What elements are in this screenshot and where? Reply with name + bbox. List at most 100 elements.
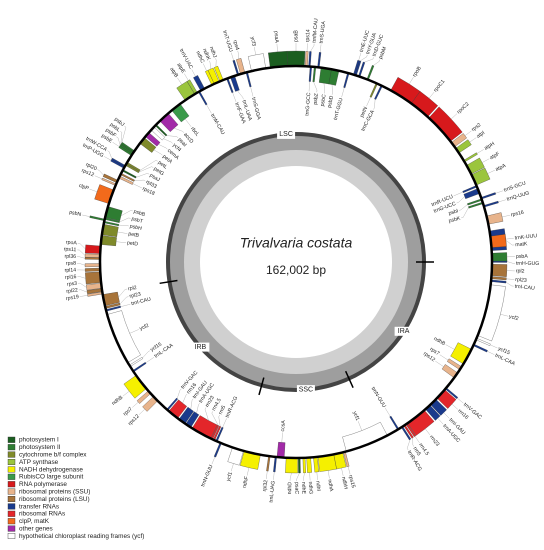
gene-label: rpl22 [66,287,78,294]
label-leader [222,418,227,428]
gene [473,343,488,353]
gene-label: rpoC2 [456,101,471,115]
legend-label: clpP, matK [19,518,50,525]
gene-label: psbB [133,209,147,218]
label-leader [97,169,104,176]
gene-label: ndhB [433,336,447,347]
label-leader [363,57,374,63]
gene-label: ycf3 [249,36,257,47]
label-leader [246,467,250,476]
gene [308,51,312,67]
label-leader [237,90,244,100]
gene-label: rbcL [189,126,200,138]
gene-label: atpA [495,163,508,173]
gene-label: trnH-GUG [516,261,539,267]
label-leader [116,136,121,146]
gene-label: rpl36 [64,254,76,260]
label-leader [163,138,173,144]
regions: LSC IRB SSC IRA [159,129,434,396]
label-leader [77,249,86,256]
gene [198,91,208,106]
label-leader [77,276,86,279]
label-leader [487,170,495,174]
gene-label: rrn23 [428,434,440,447]
label-leader [482,158,490,163]
label-leader [459,204,468,211]
gene-label: rpl16 [65,274,77,281]
label-leader [177,388,182,399]
gene [84,253,101,258]
gene-label: atpH [483,141,496,152]
gene [100,235,117,247]
label-leader [373,99,376,110]
gene-label: trnR-ACG [225,396,240,419]
gene [313,456,320,473]
gene [302,457,306,474]
label-leader [266,471,268,479]
label-leader [506,261,515,264]
label-leader [498,199,507,203]
gene [84,267,101,272]
gene-label: rps15 [347,475,356,489]
gene [266,455,271,472]
label-leader [231,463,234,472]
gene-label: rps3 [67,281,78,288]
label-leader [273,471,275,480]
label-leader [112,142,120,147]
label-leader [138,166,154,173]
label-leader [184,73,189,81]
label-leader [211,411,219,426]
gene-label: trnL-UAG [268,481,276,503]
label-leader [196,403,200,414]
label-leader [347,466,351,475]
label-leader [254,46,256,55]
legend-swatch [7,496,16,503]
label-leader [451,403,458,410]
region-label: LSC [279,131,293,138]
gene-label: matK [515,241,528,248]
gene-label: ycf1 [226,471,235,482]
gene-label: rps4 [231,40,240,51]
region-label: IRB [195,344,207,351]
legend-label: photosystem II [19,444,61,451]
label-leader [119,217,131,223]
gene [89,215,105,221]
gene-label: trnK-UUU [514,233,537,241]
label-leader [82,214,90,217]
gene-label: ndhD [287,482,293,495]
label-leader [132,183,142,189]
gene-label: ycf2 [139,323,150,332]
gene-label: psaJ [148,173,161,184]
gene [276,441,286,458]
gene [342,421,388,452]
label-leader [116,241,127,243]
label-leader [500,314,509,317]
legend-label: ribosomal proteins (LSU) [19,496,90,503]
label-leader [296,472,300,481]
label-leader [117,231,128,234]
label-leader [360,54,368,62]
label-leader [409,77,414,85]
region-label-bg [394,326,413,336]
label-leader [457,397,464,404]
gene-label: rps11 [64,247,77,254]
gene-label: psbK [448,215,461,224]
gene-label: rpl2 [516,268,525,274]
label-leader [384,407,391,417]
label-leader [437,418,444,425]
gene-label: trnI-CAU [131,296,152,307]
label-leader [174,128,185,133]
gene-label: trnfM-CAU [312,18,320,43]
legend-swatch [7,473,16,480]
gene-label: trnQ-UUG [506,190,530,202]
legend-label: transfer RNAs [19,503,59,510]
label-leader [289,472,292,481]
gene-label: ycf1 [351,411,360,422]
gene [213,442,222,458]
gene-label: atpB [168,67,179,80]
gene-label: rpl20 [85,162,98,172]
label-leader [341,87,345,98]
label-leader [303,472,305,481]
gene-label: ndhH [340,476,349,490]
